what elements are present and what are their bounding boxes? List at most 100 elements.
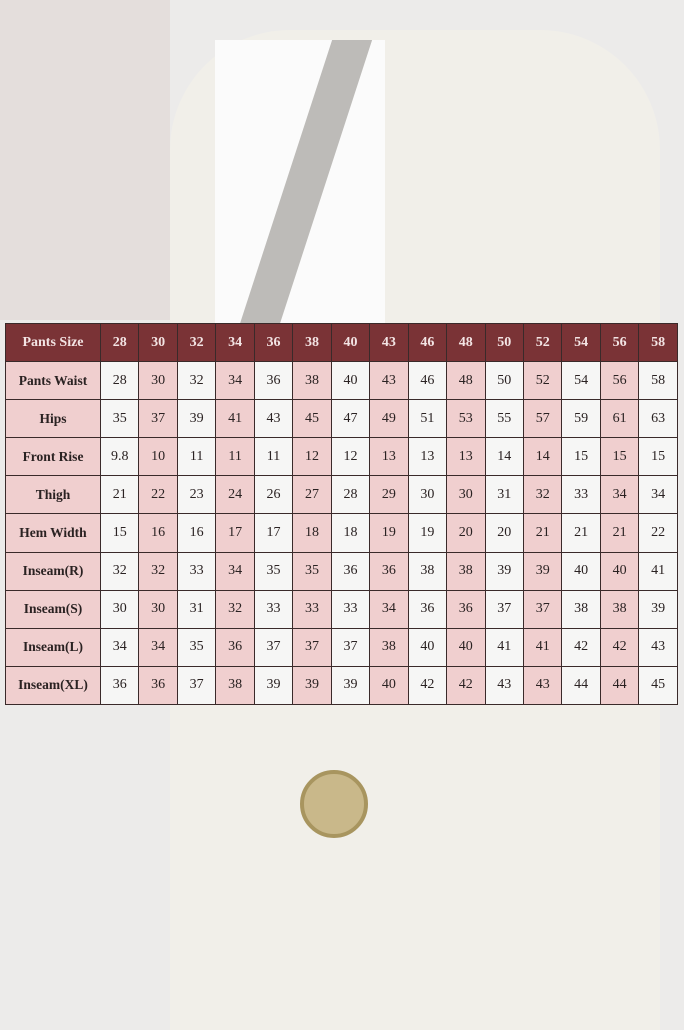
table-cell: 38 <box>599 589 640 629</box>
table-cell: 41 <box>215 399 255 439</box>
table-cell: 37 <box>138 399 178 439</box>
table-cell: 23 <box>176 475 217 515</box>
table-cell: 39 <box>638 589 678 629</box>
header-size: 40 <box>330 323 371 362</box>
table-cell: 30 <box>407 475 448 515</box>
table-cell: 20 <box>446 513 486 553</box>
table-cell: 34 <box>138 627 178 667</box>
header-label: Pants Size <box>5 323 101 362</box>
table-cell: 17 <box>215 513 255 553</box>
table-cell: 36 <box>446 589 486 629</box>
table-row: Hips 35 37 39 41 43 45 47 49 51 53 55 57 59 61 63 <box>5 399 678 439</box>
table-cell: 21 <box>599 513 640 553</box>
table-cell: 16 <box>138 513 178 553</box>
table-cell: 52 <box>522 360 563 401</box>
table-cell: 32 <box>215 589 255 629</box>
table-cell: 38 <box>215 665 255 706</box>
table-cell: 41 <box>522 627 563 667</box>
row-label: Inseam(R) <box>5 551 101 591</box>
table-cell: 33 <box>330 589 371 629</box>
table-cell: 48 <box>446 360 486 401</box>
table-cell: 33 <box>176 551 217 591</box>
table-cell: 58 <box>638 360 678 401</box>
table-cell: 49 <box>369 399 409 439</box>
table-cell: 39 <box>522 551 563 591</box>
watch <box>300 770 368 838</box>
table-cell: 37 <box>253 627 294 667</box>
table-row: Inseam(L) 34 34 35 36 37 37 37 38 40 40 41 41 42 42 43 <box>5 627 678 667</box>
table-row: Front Rise 9.8 10 11 11 11 12 12 13 13 13 14 14 15 15 1… <box>5 437 678 477</box>
table-cell: 42 <box>599 627 640 667</box>
table-cell: 37 <box>176 665 217 706</box>
table-cell: 10 <box>138 437 178 477</box>
row-label: Inseam(L) <box>5 627 101 667</box>
header-size: 56 <box>599 323 640 362</box>
header-size: 32 <box>176 323 217 362</box>
table-cell: 13 <box>369 437 409 477</box>
header-size: 54 <box>561 323 601 362</box>
table-cell: 56 <box>599 360 640 401</box>
header-size: 43 <box>369 323 409 362</box>
header-size: 34 <box>215 323 255 362</box>
table-cell: 40 <box>369 665 409 706</box>
row-label: Thigh <box>5 475 101 515</box>
table-cell: 9.8 <box>99 437 140 477</box>
table-cell: 35 <box>253 551 294 591</box>
table-cell: 39 <box>176 399 217 439</box>
table-cell: 36 <box>215 627 255 667</box>
table-cell: 35 <box>176 627 217 667</box>
table-cell: 16 <box>176 513 217 553</box>
table-cell: 15 <box>638 437 678 477</box>
table-cell: 34 <box>599 475 640 515</box>
table-cell: 39 <box>484 551 524 591</box>
table-cell: 47 <box>330 399 371 439</box>
header-size: 50 <box>484 323 524 362</box>
table-cell: 45 <box>638 665 678 706</box>
table-cell: 41 <box>638 551 678 591</box>
table-cell: 30 <box>138 360 178 401</box>
header-size: 52 <box>522 323 563 362</box>
table-cell: 38 <box>369 627 409 667</box>
table-cell: 55 <box>484 399 524 439</box>
table-cell: 18 <box>330 513 371 553</box>
table-row: Hem Width 15 16 16 17 17 18 18 19 19 20 20 21 21 21 22 <box>5 513 678 553</box>
size-chart-table: Pants Size 28 30 32 34 36 38 40 43 46 48 50 52 54 56 58… <box>5 323 678 706</box>
table-cell: 30 <box>138 589 178 629</box>
header-size: 46 <box>407 323 448 362</box>
table-row: Pants Waist 28 30 32 34 36 38 40 43 46 48 50 52 54 56 5… <box>5 360 678 401</box>
table-cell: 14 <box>522 437 563 477</box>
table-cell: 19 <box>407 513 448 553</box>
table-cell: 36 <box>138 665 178 706</box>
header-size: 28 <box>99 323 140 362</box>
table-cell: 11 <box>253 437 294 477</box>
table-cell: 37 <box>292 627 332 667</box>
table-cell: 40 <box>599 551 640 591</box>
table-cell: 43 <box>522 665 563 706</box>
table-cell: 36 <box>330 551 371 591</box>
table-cell: 37 <box>484 589 524 629</box>
table-cell: 11 <box>215 437 255 477</box>
table-cell: 15 <box>561 437 601 477</box>
table-row: Inseam(XL) 36 36 37 38 39 39 39 40 42 42 43 43 44 44 45 <box>5 665 678 706</box>
table-cell: 43 <box>253 399 294 439</box>
table-cell: 38 <box>292 360 332 401</box>
table-cell: 15 <box>99 513 140 553</box>
header-size: 30 <box>138 323 178 362</box>
table-cell: 39 <box>292 665 332 706</box>
table-cell: 13 <box>407 437 448 477</box>
table-cell: 34 <box>99 627 140 667</box>
row-label: Pants Waist <box>5 360 101 401</box>
table-cell: 20 <box>484 513 524 553</box>
table-cell: 61 <box>599 399 640 439</box>
table-cell: 46 <box>407 360 448 401</box>
table-cell: 42 <box>407 665 448 706</box>
table-cell: 22 <box>638 513 678 553</box>
table-cell: 40 <box>561 551 601 591</box>
table-cell: 50 <box>484 360 524 401</box>
table-cell: 54 <box>561 360 601 401</box>
table-cell: 33 <box>292 589 332 629</box>
row-label: Hips <box>5 399 101 439</box>
row-label: Front Rise <box>5 437 101 477</box>
table-cell: 38 <box>446 551 486 591</box>
table-cell: 33 <box>561 475 601 515</box>
